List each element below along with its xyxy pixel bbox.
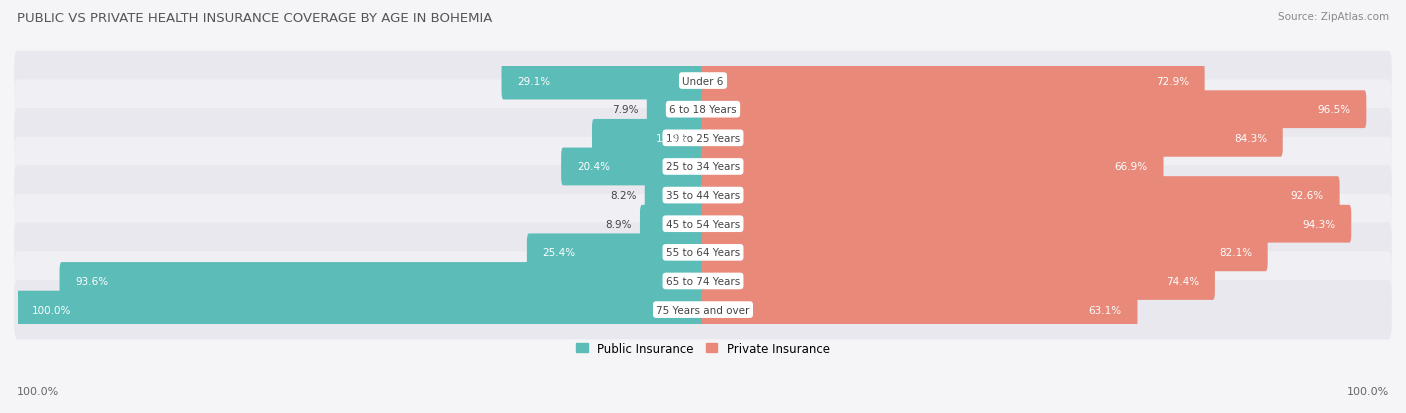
Text: 35 to 44 Years: 35 to 44 Years — [666, 191, 740, 201]
FancyBboxPatch shape — [14, 80, 1392, 140]
FancyBboxPatch shape — [702, 234, 1268, 272]
FancyBboxPatch shape — [14, 252, 1392, 311]
Text: 82.1%: 82.1% — [1219, 248, 1251, 258]
Text: 55 to 64 Years: 55 to 64 Years — [666, 248, 740, 258]
FancyBboxPatch shape — [14, 52, 1392, 111]
Text: Under 6: Under 6 — [682, 76, 724, 86]
Text: 100.0%: 100.0% — [1347, 387, 1389, 396]
FancyBboxPatch shape — [702, 291, 1137, 329]
Text: 20.4%: 20.4% — [576, 162, 610, 172]
Text: 25.4%: 25.4% — [543, 248, 576, 258]
Text: 100.0%: 100.0% — [31, 305, 70, 315]
Text: 29.1%: 29.1% — [517, 76, 550, 86]
FancyBboxPatch shape — [14, 138, 1392, 197]
Text: 7.9%: 7.9% — [612, 105, 638, 115]
FancyBboxPatch shape — [561, 148, 704, 186]
FancyBboxPatch shape — [14, 223, 1392, 282]
Text: 66.9%: 66.9% — [1115, 162, 1147, 172]
Text: 25 to 34 Years: 25 to 34 Years — [666, 162, 740, 172]
FancyBboxPatch shape — [14, 280, 1392, 339]
Text: 6 to 18 Years: 6 to 18 Years — [669, 105, 737, 115]
FancyBboxPatch shape — [14, 109, 1392, 168]
FancyBboxPatch shape — [15, 291, 704, 329]
Text: 94.3%: 94.3% — [1302, 219, 1336, 229]
Text: 45 to 54 Years: 45 to 54 Years — [666, 219, 740, 229]
FancyBboxPatch shape — [527, 234, 704, 272]
Text: PUBLIC VS PRIVATE HEALTH INSURANCE COVERAGE BY AGE IN BOHEMIA: PUBLIC VS PRIVATE HEALTH INSURANCE COVER… — [17, 12, 492, 25]
Text: 100.0%: 100.0% — [17, 387, 59, 396]
Text: 8.2%: 8.2% — [610, 191, 637, 201]
Text: 74.4%: 74.4% — [1166, 276, 1199, 286]
FancyBboxPatch shape — [14, 195, 1392, 254]
FancyBboxPatch shape — [59, 262, 704, 300]
Text: 75 Years and over: 75 Years and over — [657, 305, 749, 315]
FancyBboxPatch shape — [702, 62, 1205, 100]
Text: 92.6%: 92.6% — [1291, 191, 1324, 201]
Text: 84.3%: 84.3% — [1234, 133, 1267, 143]
Legend: Public Insurance, Private Insurance: Public Insurance, Private Insurance — [571, 337, 835, 359]
Text: Source: ZipAtlas.com: Source: ZipAtlas.com — [1278, 12, 1389, 22]
FancyBboxPatch shape — [647, 91, 704, 129]
FancyBboxPatch shape — [645, 177, 704, 214]
FancyBboxPatch shape — [502, 62, 704, 100]
Text: 96.5%: 96.5% — [1317, 105, 1351, 115]
Text: 72.9%: 72.9% — [1156, 76, 1189, 86]
Text: 8.9%: 8.9% — [605, 219, 631, 229]
FancyBboxPatch shape — [592, 120, 704, 157]
Text: 65 to 74 Years: 65 to 74 Years — [666, 276, 740, 286]
Text: 15.9%: 15.9% — [657, 133, 689, 143]
Text: 93.6%: 93.6% — [76, 276, 108, 286]
FancyBboxPatch shape — [702, 148, 1164, 186]
Text: 63.1%: 63.1% — [1088, 305, 1122, 315]
FancyBboxPatch shape — [640, 205, 704, 243]
FancyBboxPatch shape — [702, 177, 1340, 214]
Text: 19 to 25 Years: 19 to 25 Years — [666, 133, 740, 143]
FancyBboxPatch shape — [702, 120, 1282, 157]
FancyBboxPatch shape — [702, 91, 1367, 129]
FancyBboxPatch shape — [702, 205, 1351, 243]
FancyBboxPatch shape — [702, 262, 1215, 300]
FancyBboxPatch shape — [14, 166, 1392, 225]
